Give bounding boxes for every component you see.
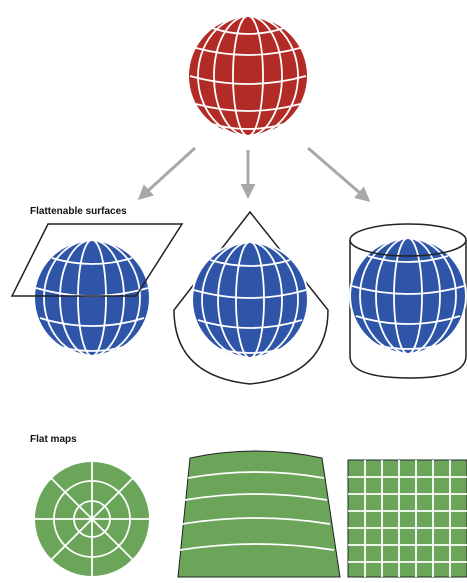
source-globe [187, 15, 309, 137]
cylinder-surface [349, 240, 467, 379]
conic-map [177, 450, 341, 578]
blue-globe-cone [191, 241, 309, 359]
blue-globe-plane [33, 239, 151, 357]
cylinder-top [349, 223, 467, 257]
cylinder-projection [349, 223, 467, 379]
cone-projection [173, 210, 329, 385]
flat-maps-label: Flat maps [30, 434, 77, 445]
flattenable-surfaces-label: Flattenable surfaces [30, 206, 127, 217]
cylindrical-map [347, 459, 467, 578]
blue-globe-cylinder [349, 237, 467, 355]
plane-projection [10, 223, 184, 357]
cone-surface [173, 210, 329, 385]
arrow-to-plane [137, 146, 197, 201]
arrow-to-cylinder [307, 146, 371, 202]
azimuthal-map [33, 460, 151, 578]
plane-surface [10, 223, 184, 297]
